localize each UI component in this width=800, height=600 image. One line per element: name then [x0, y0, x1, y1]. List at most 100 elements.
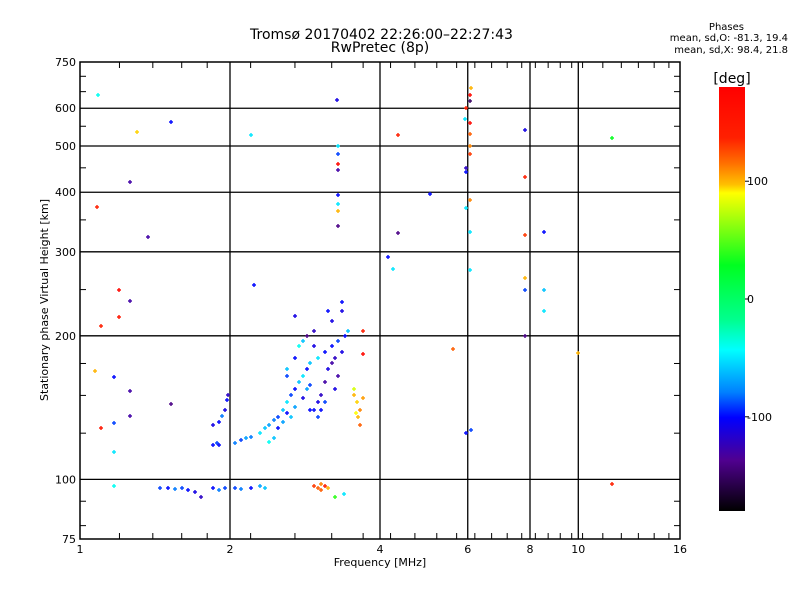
data-point [169, 120, 173, 124]
colorbar-label: [deg] [713, 71, 750, 87]
data-point [239, 438, 243, 442]
data-point [464, 206, 468, 210]
data-point [386, 255, 390, 259]
data-point [263, 426, 267, 430]
data-point [305, 387, 309, 391]
data-point [193, 490, 197, 494]
data-point [226, 393, 230, 397]
data-point [323, 350, 327, 354]
data-point [244, 436, 248, 440]
data-point [233, 486, 237, 490]
data-point [285, 411, 289, 415]
data-point [93, 369, 97, 373]
y-axis-label: Stationary phase Virtual Height [km] [38, 199, 51, 401]
data-point [301, 396, 305, 400]
data-point [166, 486, 170, 490]
data-point [285, 374, 289, 378]
data-point [326, 486, 330, 490]
data-point [312, 408, 316, 412]
data-point [468, 99, 472, 103]
data-point [346, 329, 350, 333]
x-axis-label: Frequency [MHz] [334, 556, 426, 569]
data-point [330, 319, 334, 323]
y-tick-label: 75 [62, 533, 76, 546]
data-point [469, 86, 473, 90]
data-point [468, 198, 472, 202]
data-point [340, 309, 344, 313]
data-point [272, 418, 276, 422]
data-point [333, 387, 337, 391]
stats-line-x: mean, sd,X: 98.4, 21.8 [674, 45, 788, 56]
data-point [305, 367, 309, 371]
data-point [468, 144, 472, 148]
data-point [336, 202, 340, 206]
data-point [326, 367, 330, 371]
data-point [128, 180, 132, 184]
x-tick-label: 1 [77, 543, 84, 556]
data-point [463, 117, 467, 121]
data-point [316, 400, 320, 404]
data-point [297, 344, 301, 348]
data-point [252, 283, 256, 287]
data-point [356, 415, 360, 419]
data-point [468, 268, 472, 272]
data-point [469, 428, 473, 432]
data-point [542, 288, 546, 292]
data-point [333, 356, 337, 360]
data-point [285, 400, 289, 404]
data-point [352, 393, 356, 397]
data-point [354, 411, 358, 415]
x-tick-label: 4 [377, 543, 384, 556]
data-point [335, 98, 339, 102]
data-point [112, 450, 116, 454]
data-point [396, 133, 400, 137]
data-point [323, 484, 327, 488]
data-point [610, 136, 614, 140]
data-point [336, 168, 340, 172]
data-point [223, 486, 227, 490]
colorbar-tick-label: -100 [747, 411, 772, 424]
data-point [542, 230, 546, 234]
data-point [199, 495, 203, 499]
data-point [96, 93, 100, 97]
data-point [308, 383, 312, 387]
data-point [249, 486, 253, 490]
data-point [464, 431, 468, 435]
data-point [523, 276, 527, 280]
data-point [336, 144, 340, 148]
data-point [289, 393, 293, 397]
data-point [308, 408, 312, 412]
data-point [336, 152, 340, 156]
data-point [523, 334, 527, 338]
data-point [211, 443, 215, 447]
data-point [173, 487, 177, 491]
data-point [301, 374, 305, 378]
data-point [211, 486, 215, 490]
x-tick-label: 2 [227, 543, 234, 556]
data-point [316, 415, 320, 419]
data-point [112, 375, 116, 379]
data-point [468, 132, 472, 136]
data-point [326, 309, 330, 313]
data-point [293, 356, 297, 360]
x-tick-label: 6 [464, 543, 471, 556]
data-point [361, 329, 365, 333]
y-tick-label: 600 [55, 102, 76, 115]
data-point [312, 344, 316, 348]
data-point [186, 488, 190, 492]
y-tick-label: 300 [55, 246, 76, 259]
data-point [468, 152, 472, 156]
data-point [293, 405, 297, 409]
data-point [305, 334, 309, 338]
data-point [316, 356, 320, 360]
data-point [312, 329, 316, 333]
data-point [297, 380, 301, 384]
y-tick-label: 200 [55, 330, 76, 343]
plot-frame [79, 61, 681, 540]
data-point [263, 486, 267, 490]
data-point [355, 400, 359, 404]
data-point [542, 309, 546, 313]
data-point [319, 408, 323, 412]
data-point [336, 209, 340, 213]
